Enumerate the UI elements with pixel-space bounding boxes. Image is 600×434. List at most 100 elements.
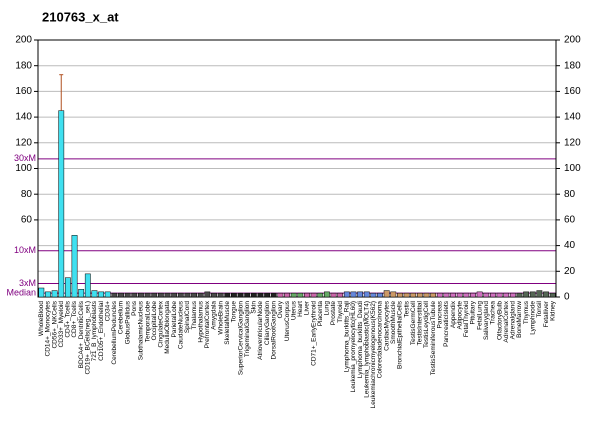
bar bbox=[476, 291, 483, 298]
bar bbox=[257, 292, 264, 298]
bar bbox=[270, 292, 277, 298]
bar bbox=[383, 290, 390, 298]
x-tick-label: CD33+_Myeloid bbox=[58, 301, 65, 348]
x-tick-label: FetalLung bbox=[476, 301, 483, 330]
bar bbox=[350, 291, 357, 298]
bar bbox=[390, 291, 397, 298]
x-tick-label: TestisSeminiferousTubule bbox=[430, 301, 437, 376]
x-tick-label: CD19+_BCells(neg._sel.) bbox=[85, 301, 92, 375]
x-tick-label: OccipitalLobe bbox=[151, 301, 158, 341]
x-tick-label: Hypothalamus bbox=[197, 300, 204, 342]
x-tick-label: Adipocyte bbox=[456, 301, 463, 330]
bar bbox=[490, 292, 496, 298]
x-tick-label: PrefrontalCortex bbox=[204, 300, 211, 348]
bar bbox=[45, 291, 51, 298]
y2-tick-label: 120 bbox=[564, 137, 581, 148]
x-tick-label: WholeBrain bbox=[217, 301, 224, 335]
x-tick-label: WholeBlood bbox=[38, 301, 45, 336]
x-tick-label: Ovary bbox=[277, 300, 284, 318]
x-tick-label: Appendix bbox=[450, 300, 457, 328]
bar bbox=[151, 292, 158, 298]
x-tick-label: Placenta bbox=[317, 301, 324, 327]
bar bbox=[436, 292, 443, 298]
x-tick-label: BDCA4+_DentriticCells bbox=[78, 300, 85, 368]
x-tick-label: Lung bbox=[324, 301, 331, 316]
bar bbox=[523, 291, 530, 298]
x-tick-label: Heart bbox=[297, 301, 304, 317]
bar bbox=[264, 292, 271, 298]
y2-tick-label: 180 bbox=[564, 60, 581, 71]
y2-tick-label: 140 bbox=[564, 112, 581, 123]
x-tick-label: Prostate bbox=[330, 301, 337, 326]
plot-frame bbox=[37, 39, 557, 298]
bar bbox=[330, 292, 337, 298]
bar bbox=[290, 292, 297, 298]
x-tick-label: Lymphoma_burkitts_Daudi bbox=[357, 301, 364, 378]
bar bbox=[237, 292, 244, 298]
y2-tick-label: 200 bbox=[564, 35, 581, 46]
bar bbox=[177, 292, 184, 298]
x-tick-label: TestisGermCell bbox=[410, 300, 417, 345]
bar bbox=[118, 292, 124, 298]
bar bbox=[157, 292, 164, 298]
x-tick-label: BoneMarrow bbox=[516, 301, 523, 338]
y2-tick-label: 80 bbox=[564, 189, 576, 200]
bar bbox=[204, 291, 211, 298]
x-tick-label: Tonsil bbox=[536, 300, 543, 317]
x-tick-label: Liver bbox=[304, 300, 311, 315]
bar bbox=[357, 291, 363, 298]
bar bbox=[197, 292, 204, 298]
threshold-label: 30xM bbox=[14, 153, 36, 163]
x-tick-label: TestisInterstitial bbox=[417, 300, 424, 345]
bar bbox=[450, 292, 456, 298]
bar bbox=[403, 292, 410, 298]
x-tick-label: PancreaticIslets bbox=[443, 300, 450, 347]
threshold-label: 3xM bbox=[19, 278, 36, 288]
x-tick-label: BronchialEpithelialCells bbox=[397, 300, 404, 369]
bar bbox=[138, 292, 144, 298]
y-tick-label: 200 bbox=[15, 35, 32, 46]
x-tick-label: Thymus bbox=[523, 300, 530, 324]
y2-tick-label: 60 bbox=[564, 215, 576, 226]
y2-tick-label: 0 bbox=[564, 292, 570, 303]
bar bbox=[231, 292, 237, 298]
y-tick-label: 140 bbox=[15, 112, 32, 123]
bar bbox=[131, 292, 138, 298]
x-tick-label: 721_B_lymphoblasts bbox=[91, 300, 98, 361]
bar bbox=[543, 291, 549, 298]
x-tick-label: CardiacMyocytes bbox=[383, 300, 390, 351]
bar bbox=[310, 292, 317, 298]
x-tick-label: Kidney bbox=[549, 300, 556, 321]
bar bbox=[64, 277, 71, 298]
bar bbox=[416, 292, 423, 298]
y2-tick-label: 100 bbox=[564, 163, 581, 174]
bar bbox=[363, 291, 370, 298]
x-tick-label: GlobusPallidus bbox=[124, 300, 131, 344]
y2-tick-label: 160 bbox=[564, 86, 581, 97]
x-tick-label: Amygdala bbox=[211, 301, 218, 330]
bar bbox=[503, 292, 510, 298]
x-tick-label: OlfactoryBulb bbox=[496, 301, 503, 340]
x-tick-label: CaudateNucleus bbox=[178, 300, 185, 349]
y-tick-label: 80 bbox=[21, 189, 33, 200]
x-tick-label: CD105+_Endothelial bbox=[98, 300, 105, 360]
x-tick-label: Uterus bbox=[290, 300, 297, 320]
bar bbox=[470, 292, 476, 298]
bar bbox=[171, 292, 178, 298]
bar bbox=[104, 291, 111, 298]
y-tick-label: 100 bbox=[15, 163, 32, 174]
y2-tick-label: 20 bbox=[564, 266, 576, 277]
bar bbox=[111, 292, 118, 298]
x-tick-label: CD34+ bbox=[104, 301, 111, 322]
y-tick-label: 60 bbox=[21, 215, 33, 226]
x-tick-label: AdrenalCortex bbox=[503, 300, 510, 342]
bar bbox=[430, 292, 437, 298]
bar bbox=[397, 292, 403, 298]
x-tick-label: Adrenalgland bbox=[510, 301, 517, 340]
y2-tick-label: 40 bbox=[564, 240, 576, 251]
x-tick-label: Tongue bbox=[231, 301, 238, 323]
bar bbox=[184, 292, 191, 298]
x-tick-label: Skin bbox=[251, 301, 258, 314]
x-tick-label: Leukemia_lymphoblastic(MOLT4) bbox=[363, 301, 370, 398]
